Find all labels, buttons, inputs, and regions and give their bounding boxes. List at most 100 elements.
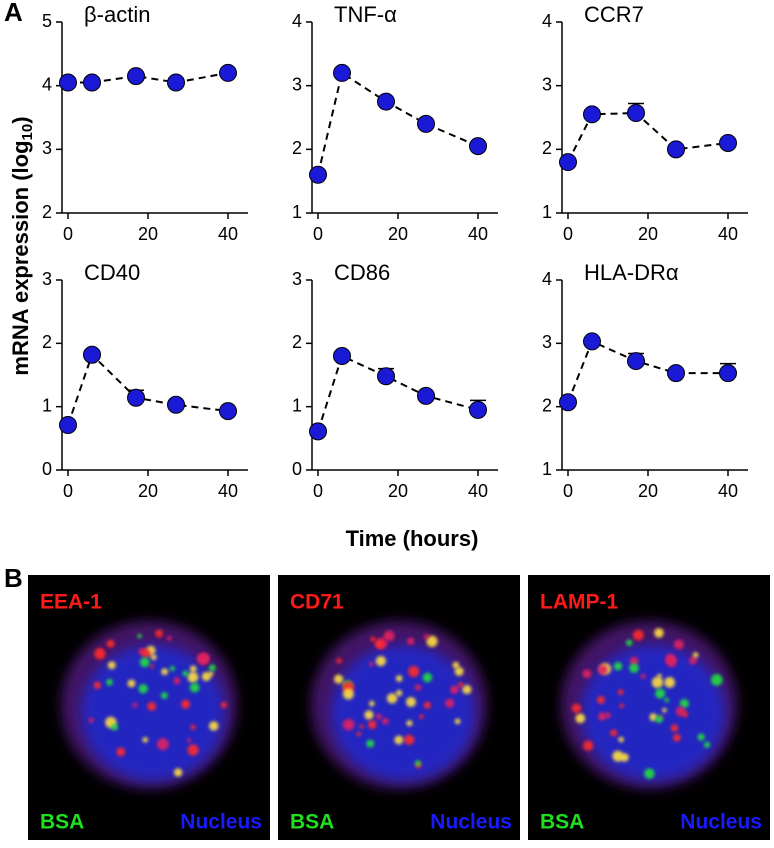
fluorescence-spot — [173, 768, 183, 777]
data-point — [469, 400, 487, 419]
fluorescence-spot — [208, 721, 219, 731]
fluorescence-spot — [395, 675, 403, 682]
x-tick-label: 40 — [718, 224, 738, 244]
fluorescence-spot — [201, 671, 211, 682]
fluorescence-spot — [655, 688, 666, 699]
y-axis-label: mRNA expression (log10) — [8, 116, 36, 375]
data-point — [167, 395, 185, 414]
fluorescence-spot — [682, 711, 689, 718]
fluorescence-spot — [88, 717, 94, 723]
fluorescence-spot — [632, 629, 644, 641]
fluorescence-spot — [454, 666, 464, 676]
fluorescence-spot — [336, 658, 342, 664]
fluorescence-spot — [617, 689, 624, 695]
chart-title: TNF-α — [334, 2, 397, 27]
data-line — [317, 354, 479, 432]
fluorescence-spot — [220, 701, 228, 709]
chart-title: β-actin — [84, 2, 150, 27]
fluorescence-spot — [359, 724, 364, 729]
chart-title: CCR7 — [584, 2, 644, 27]
fluorescence-spot — [383, 630, 395, 642]
data-point — [333, 347, 351, 365]
fluorescence-spot — [369, 661, 374, 667]
fluorescence-spot — [375, 655, 387, 667]
x-tick-label: 0 — [563, 224, 573, 244]
fluorescence-spot — [182, 670, 189, 677]
fluorescence-spot — [381, 717, 389, 725]
fluorescence-spot — [187, 744, 199, 756]
x-tick-label: 0 — [563, 481, 573, 501]
fluorescence-spot — [688, 656, 697, 665]
fluorescence-spot — [610, 729, 618, 737]
data-point — [377, 92, 395, 111]
fluorescence-spot — [423, 701, 431, 709]
fluorescence-spot — [654, 628, 664, 638]
marker-label: CD71 — [290, 591, 344, 614]
y-tick-label: 1 — [292, 395, 302, 415]
panel-label: B — [4, 563, 23, 593]
x-tick-label: 20 — [138, 481, 158, 501]
fluorescence-spot — [640, 673, 646, 679]
fluorescence-spot — [367, 720, 377, 730]
y-tick-label: 2 — [42, 202, 52, 222]
y-tick-label: 4 — [42, 74, 52, 94]
micrograph: LAMP-1 BSA Nucleus — [528, 575, 770, 840]
data-point — [83, 73, 101, 92]
y-tick-label: 0 — [292, 459, 302, 479]
y-tick-label: 1 — [292, 202, 302, 222]
fluorescence-spot — [208, 664, 216, 672]
fluorescence-spot — [582, 669, 592, 679]
fluorescence-spot — [107, 661, 116, 670]
fluorescence-spot — [612, 750, 624, 762]
micrograph: EEA-1 BSA Nucleus — [28, 575, 270, 840]
fluorescence-spot — [697, 733, 705, 741]
fluorescence-spot — [342, 718, 355, 731]
fluorescence-spot — [629, 656, 639, 666]
fluorescence-spot — [613, 662, 623, 671]
x-tick-label: 0 — [313, 481, 323, 501]
y-tick-label: 1 — [542, 459, 552, 479]
x-axis-label: Time (hours) — [346, 526, 479, 551]
fluorescence-spot — [665, 653, 676, 664]
fluorescence-spot — [160, 692, 168, 700]
fluorescence-spot — [138, 683, 148, 694]
fluorescence-spot — [405, 696, 417, 708]
data-point — [417, 386, 435, 405]
x-tick-label: 40 — [468, 224, 488, 244]
fluorescence-spot — [414, 760, 421, 767]
data-point — [583, 105, 601, 124]
y-tick-label: 0 — [42, 459, 52, 479]
fluorescence-spot — [651, 676, 664, 689]
fluorescence-spot — [454, 718, 461, 725]
data-point — [559, 153, 577, 172]
fluorescence-spot — [196, 652, 209, 665]
fluorescence-spot — [142, 736, 149, 743]
nucleus — [331, 645, 475, 781]
panel-label: A — [4, 0, 23, 27]
x-tick-label: 20 — [638, 224, 658, 244]
fluorescence-spot — [106, 639, 115, 648]
fluorescence-spot — [149, 664, 154, 669]
fluorescence-spot — [450, 685, 459, 695]
y-tick-label: 3 — [292, 74, 302, 94]
y-tick-label: 2 — [292, 332, 302, 352]
fluorescence-spot — [155, 629, 164, 638]
y-tick-label: 2 — [542, 138, 552, 158]
fluorescence-spot — [629, 663, 639, 673]
fluorescence-spot — [187, 671, 199, 683]
y-tick-label: 4 — [292, 11, 302, 31]
y-tick-label: 4 — [542, 269, 552, 289]
data-point — [309, 165, 327, 184]
fluorescence-spot — [187, 738, 192, 743]
fluorescence-spot — [147, 701, 157, 711]
x-tick-label: 20 — [388, 224, 408, 244]
y-axis-label-main: mRNA expression (log — [8, 140, 33, 375]
fluorescence-spot — [673, 733, 681, 742]
fluorescence-spot — [356, 731, 362, 737]
fluorescence-spot — [395, 689, 403, 697]
fluorescence-spot — [173, 677, 181, 685]
data-point — [127, 67, 145, 86]
